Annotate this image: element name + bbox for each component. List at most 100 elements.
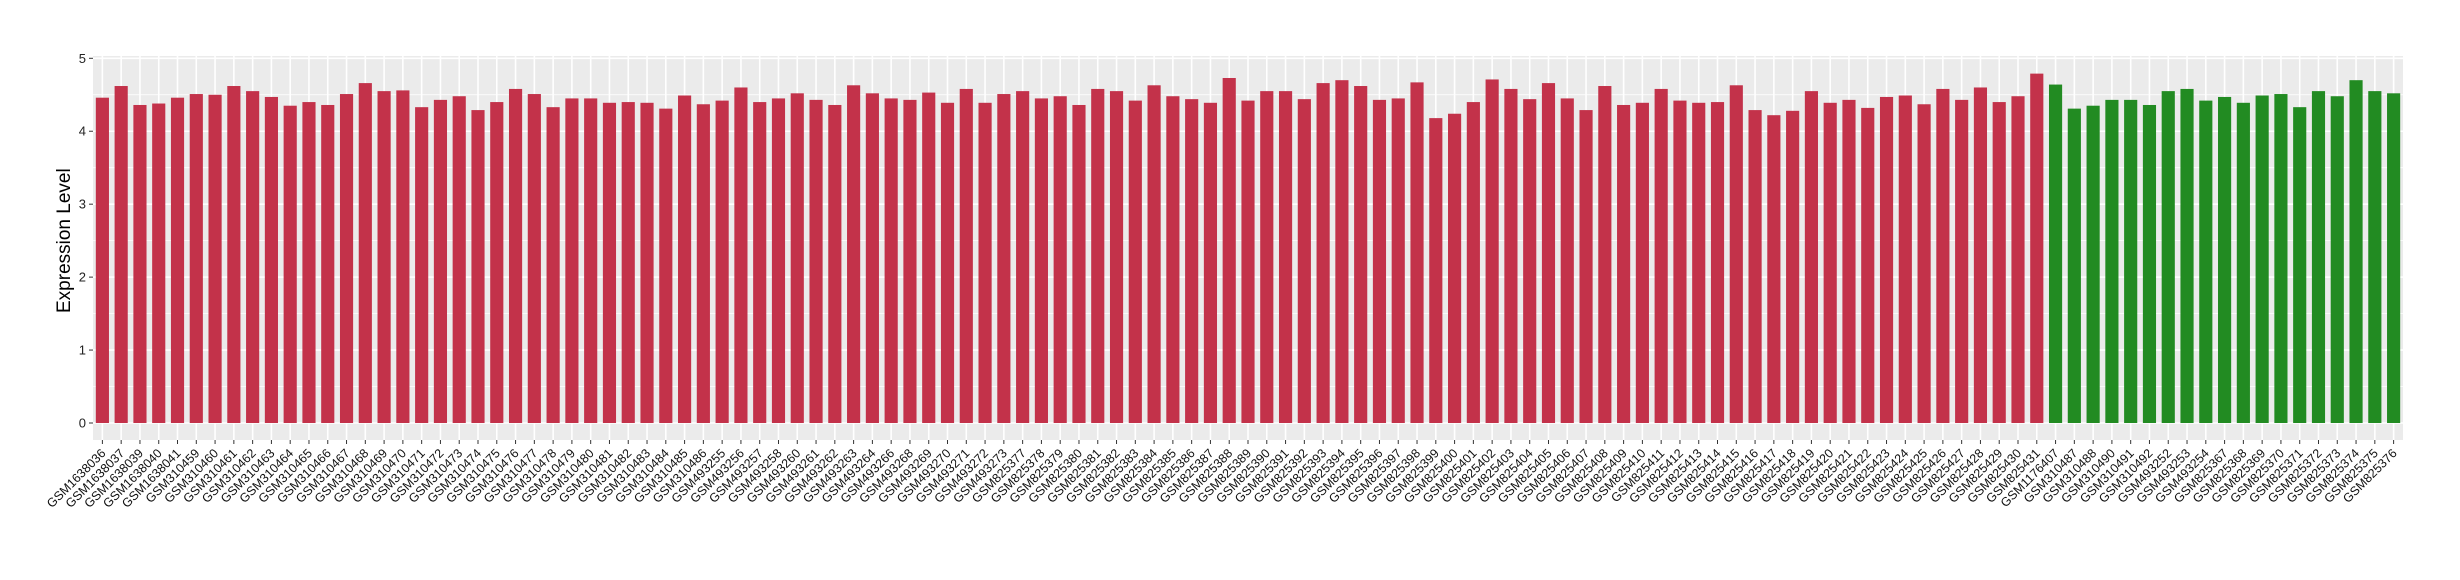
bar-GSM825385	[1166, 96, 1180, 424]
bar-GSM493252	[2161, 91, 2175, 424]
bar-GSM310460	[208, 94, 222, 424]
bar-GSM825376	[2387, 93, 2401, 423]
bar-GSM825396	[1372, 99, 1387, 424]
bar-GSM825424	[1898, 95, 1912, 424]
bar-GSM310490	[2105, 99, 2119, 424]
bar-GSM493255	[715, 100, 729, 424]
bar-GSM825398	[1410, 82, 1424, 423]
bar-GSM310473	[452, 96, 466, 424]
bar-GSM825380	[1072, 104, 1086, 423]
bar-GSM825374	[2349, 80, 2363, 423]
bar-GSM493256	[734, 87, 748, 423]
bar-GSM825400	[1448, 113, 1462, 423]
y-tick-label: 3	[79, 197, 86, 212]
bar-GSM825405	[1541, 83, 1556, 423]
bar-GSM493264	[865, 93, 879, 423]
y-axis: 0 1 2 3 4 5	[79, 51, 93, 431]
bar-GSM493271	[959, 88, 973, 423]
bar-GSM825407	[1579, 110, 1593, 423]
bar-GSM825388	[1222, 77, 1236, 423]
bar-GSM825426	[1936, 88, 1950, 423]
bar-GSM1638036	[95, 97, 109, 424]
y-axis-title: Expression Level	[54, 168, 75, 313]
bar-GSM825414	[1710, 102, 1725, 424]
bar-GSM825406	[1560, 98, 1574, 424]
bar-GSM825367	[2218, 96, 2232, 424]
bar-GSM825381	[1091, 88, 1105, 423]
bar-GSM493260	[790, 93, 804, 423]
bar-GSM825387	[1203, 102, 1218, 424]
bar-GSM310469	[377, 91, 391, 424]
bar-GSM825384	[1147, 85, 1161, 423]
bar-GSM493261	[809, 99, 823, 424]
bar-GSM825404	[1523, 99, 1537, 424]
bar-GSM825413	[1692, 102, 1706, 424]
bar-GSM1638040	[152, 103, 166, 423]
bar-GSM310483	[640, 102, 654, 424]
bar-GSM310484	[659, 108, 673, 423]
bar-GSM310465	[302, 102, 316, 424]
bar-GSM310464	[283, 105, 297, 423]
bar-GSM310468	[358, 83, 372, 423]
bar-GSM310470	[396, 90, 410, 423]
y-tick-label: 1	[79, 343, 86, 358]
bar-GSM310488	[2086, 105, 2100, 423]
y-tick-label: 0	[79, 416, 86, 431]
bar-GSM310479	[565, 98, 579, 424]
bar-GSM825422	[1861, 107, 1875, 423]
bar-GSM825428	[1973, 87, 1988, 423]
bar-GSM310475	[490, 102, 504, 424]
bar-GSM310476	[508, 88, 523, 423]
bar-GSM310459	[189, 94, 203, 424]
bar-GSM825371	[2293, 107, 2307, 423]
bar-GSM825386	[1185, 99, 1199, 424]
bar-GSM1638039	[133, 104, 147, 423]
bar-GSM825369	[2255, 95, 2269, 424]
bar-GSM825397	[1391, 98, 1405, 424]
bar-GSM825373	[2330, 96, 2344, 424]
bar-GSM825417	[1767, 115, 1781, 423]
bar-GSM825390	[1260, 91, 1274, 424]
bar-GSM493253	[2180, 88, 2194, 423]
bar-GSM310467	[339, 94, 354, 424]
bar-GSM825429	[1992, 102, 2006, 424]
bar-GSM493270	[940, 102, 955, 424]
bar-GSM825372	[2311, 91, 2326, 424]
bar-GSM1638041	[170, 97, 185, 424]
bar-GSM825410	[1635, 102, 1649, 424]
bar-GSM310480	[584, 98, 598, 424]
bar-GSM310474	[471, 110, 485, 423]
bar-GSM493254	[2199, 100, 2213, 424]
bar-GSM493257	[753, 102, 767, 424]
bar-GSM825421	[1842, 99, 1856, 424]
bar-GSM493263	[847, 85, 861, 423]
bar-GSM310485	[678, 95, 692, 424]
bar-GSM310477	[527, 94, 541, 424]
bar-GSM310492	[2142, 104, 2157, 423]
bar-GSM825427	[1955, 99, 1969, 424]
bar-GSM825431	[2030, 73, 2044, 423]
bar-GSM310471	[415, 107, 429, 423]
bar-GSM825411	[1654, 88, 1668, 423]
bar-GSM825408	[1598, 86, 1612, 423]
bar-GSM825383	[1128, 100, 1142, 424]
y-tick-label: 2	[79, 270, 86, 285]
bar-GSM493258	[771, 98, 786, 424]
bar-GSM493268	[903, 99, 917, 424]
bar-GSM825377	[1016, 91, 1030, 424]
bar-GSM825430	[2011, 96, 2025, 424]
bar-GSM825420	[1823, 102, 1837, 424]
bar-GSM310481	[602, 102, 617, 424]
bar-GSM310482	[621, 102, 635, 424]
bar-GSM825403	[1504, 88, 1518, 423]
bar-GSM825392	[1297, 99, 1311, 424]
bar-GSM825423	[1879, 96, 1894, 424]
bar-GSM310491	[2124, 99, 2138, 424]
bar-GSM825409	[1617, 104, 1631, 423]
bar-GSM1638037	[114, 86, 128, 423]
bar-GSM310462	[246, 91, 260, 424]
bar-GSM493266	[884, 98, 898, 424]
bar-GSM825393	[1316, 83, 1330, 423]
bar-GSM825382	[1109, 91, 1124, 424]
